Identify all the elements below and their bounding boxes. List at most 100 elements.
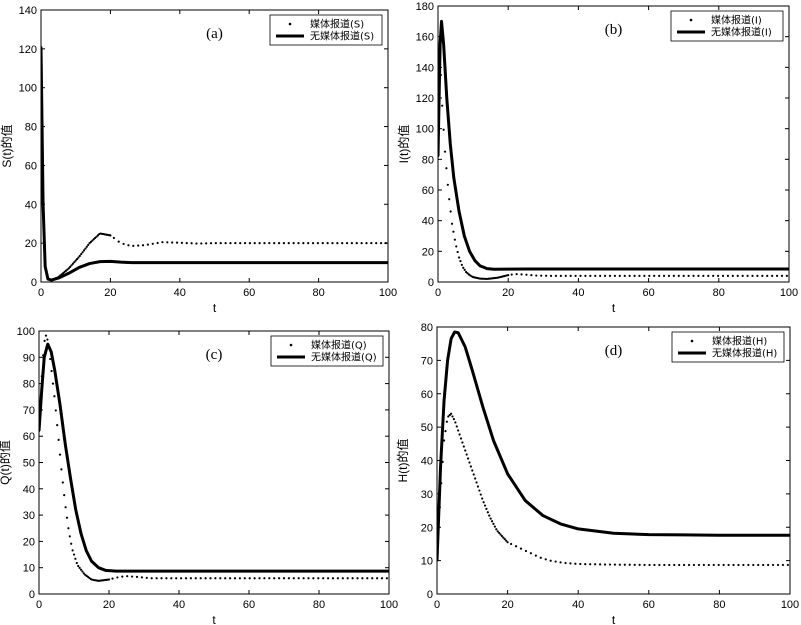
series-dot xyxy=(479,493,482,496)
series-dot xyxy=(603,274,607,277)
series-dot xyxy=(346,577,349,580)
series-dot xyxy=(459,437,463,440)
series-dot xyxy=(77,564,80,568)
series-dot xyxy=(633,563,636,566)
y-tick-label: 20 xyxy=(422,246,434,258)
series-dot xyxy=(171,241,174,244)
series-dot xyxy=(663,563,666,567)
series-dot xyxy=(608,274,612,277)
y-axis-label: S(t)的值 xyxy=(0,124,14,167)
series-dot xyxy=(493,525,496,528)
series-dot xyxy=(462,445,465,448)
series-dot xyxy=(336,242,339,245)
series-dot xyxy=(248,577,251,580)
series-dot xyxy=(184,577,188,580)
series-dot xyxy=(584,563,587,566)
y-tick-label: 70 xyxy=(421,355,433,367)
x-tick-label: 0 xyxy=(435,287,441,299)
y-tick-label: 140 xyxy=(416,62,434,74)
series-dot xyxy=(448,198,451,201)
series-dot xyxy=(638,563,641,566)
plot-area xyxy=(41,45,388,282)
series-dot xyxy=(43,339,46,342)
series-dot xyxy=(780,274,784,277)
series-dot xyxy=(322,577,325,580)
series-dot xyxy=(554,560,557,563)
series-dot xyxy=(71,262,75,265)
series-dot xyxy=(287,577,290,580)
series-dot xyxy=(146,243,149,246)
series-dot xyxy=(112,236,115,240)
y-tick-label: 40 xyxy=(421,456,433,468)
series-dot xyxy=(84,247,87,250)
series-dot xyxy=(331,242,334,245)
x-tick-label: 20 xyxy=(104,287,116,299)
series-dot xyxy=(214,577,217,580)
series-dot xyxy=(67,267,70,270)
series-dot xyxy=(488,514,491,517)
series-dot xyxy=(122,242,125,246)
y-tick-label: 50 xyxy=(421,422,433,434)
series-dot xyxy=(297,242,300,245)
series-dot xyxy=(712,563,715,567)
series-dot xyxy=(94,236,97,240)
series-dot xyxy=(454,421,457,424)
series-dot xyxy=(673,563,676,567)
series-dot xyxy=(452,418,456,421)
series-dot xyxy=(781,563,785,567)
series-dot xyxy=(82,572,85,575)
series-dot xyxy=(472,473,475,476)
series-dot xyxy=(50,369,53,373)
series-dot xyxy=(658,563,661,567)
x-tick-label: 20 xyxy=(501,599,513,611)
series-dot xyxy=(175,577,178,580)
series-dot xyxy=(554,274,558,277)
series-dot xyxy=(574,274,577,277)
series-dot xyxy=(456,250,459,254)
series-dot xyxy=(336,577,339,580)
y-axis-label: H(t)的值 xyxy=(395,439,410,483)
series-dot xyxy=(180,577,183,580)
series-dot xyxy=(492,522,495,526)
series-dot xyxy=(598,563,602,566)
series-dot xyxy=(248,242,251,245)
series-dot xyxy=(722,563,725,567)
y-tick-label: 20 xyxy=(25,238,37,250)
plot-area xyxy=(39,334,389,582)
y-tick-label: 0 xyxy=(31,277,37,289)
series-dot xyxy=(717,563,720,567)
series-dot xyxy=(505,539,508,542)
series-dot xyxy=(707,274,710,277)
series-dot xyxy=(712,274,715,277)
series-dot xyxy=(317,577,320,580)
series-dotted xyxy=(41,45,388,281)
series-dot xyxy=(370,242,373,245)
series-dot xyxy=(151,242,154,245)
series-dot xyxy=(127,244,130,247)
series-dot xyxy=(331,577,335,580)
series-dot xyxy=(70,542,73,545)
series-dot xyxy=(771,563,775,567)
series-dot xyxy=(238,577,241,580)
series-dot xyxy=(499,533,502,536)
series-dot xyxy=(78,254,81,257)
series-dot xyxy=(68,535,71,538)
series-dot xyxy=(478,489,481,492)
series-dot xyxy=(643,274,646,277)
series-dot xyxy=(132,244,135,248)
x-tick-label: 20 xyxy=(502,287,514,299)
series-dot xyxy=(219,242,222,245)
x-tick-label: 60 xyxy=(243,287,255,299)
y-tick-label: 0 xyxy=(29,589,35,601)
x-tick-label: 60 xyxy=(643,599,655,611)
series-dot xyxy=(549,274,553,277)
series-dot xyxy=(589,274,592,277)
series-dot xyxy=(71,549,74,552)
series-dot xyxy=(457,256,461,259)
series-dot xyxy=(361,577,364,580)
x-tick-label: 0 xyxy=(434,599,440,611)
series-dot xyxy=(683,563,686,567)
series-dot xyxy=(282,242,285,245)
series-dot xyxy=(786,563,789,567)
series-dot xyxy=(482,501,485,504)
